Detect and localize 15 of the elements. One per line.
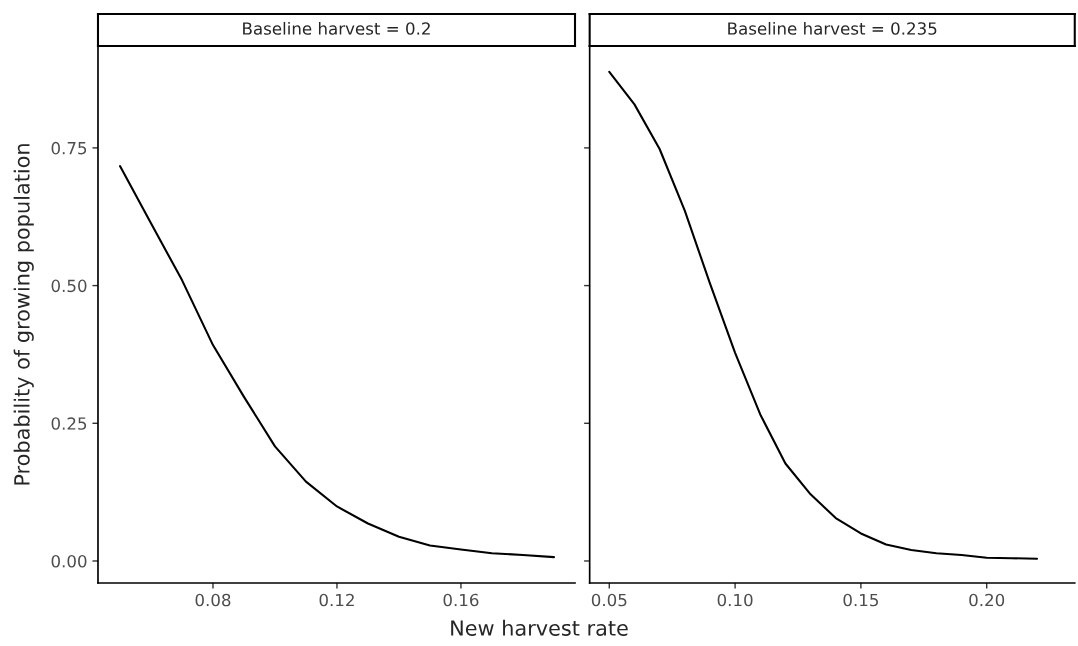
- x-tick-label: 0.12: [319, 593, 354, 607]
- x-tick-label: 0.15: [843, 593, 878, 607]
- y-tick-label: 0.00: [51, 554, 87, 568]
- chart-title: Baseline harvest = 0.235: [728, 21, 937, 35]
- y-tick-label: 0.50: [51, 279, 87, 293]
- x-axis-title: New harvest rate: [451, 619, 628, 636]
- x-tick-label: 0.16: [443, 593, 479, 607]
- x-tick-label: 0.08: [195, 593, 231, 607]
- y-tick-label: 0.25: [51, 417, 87, 430]
- x-tick-label: 0.05: [591, 593, 627, 607]
- chart-title: Baseline harvest = 0.2: [243, 21, 430, 35]
- y-axis-title: Probability of growing population: [13, 144, 34, 485]
- x-tick-label: 0.10: [717, 593, 753, 607]
- x-tick-label: 0.20: [969, 593, 1005, 607]
- y-tick-label: 0.75: [51, 141, 87, 155]
